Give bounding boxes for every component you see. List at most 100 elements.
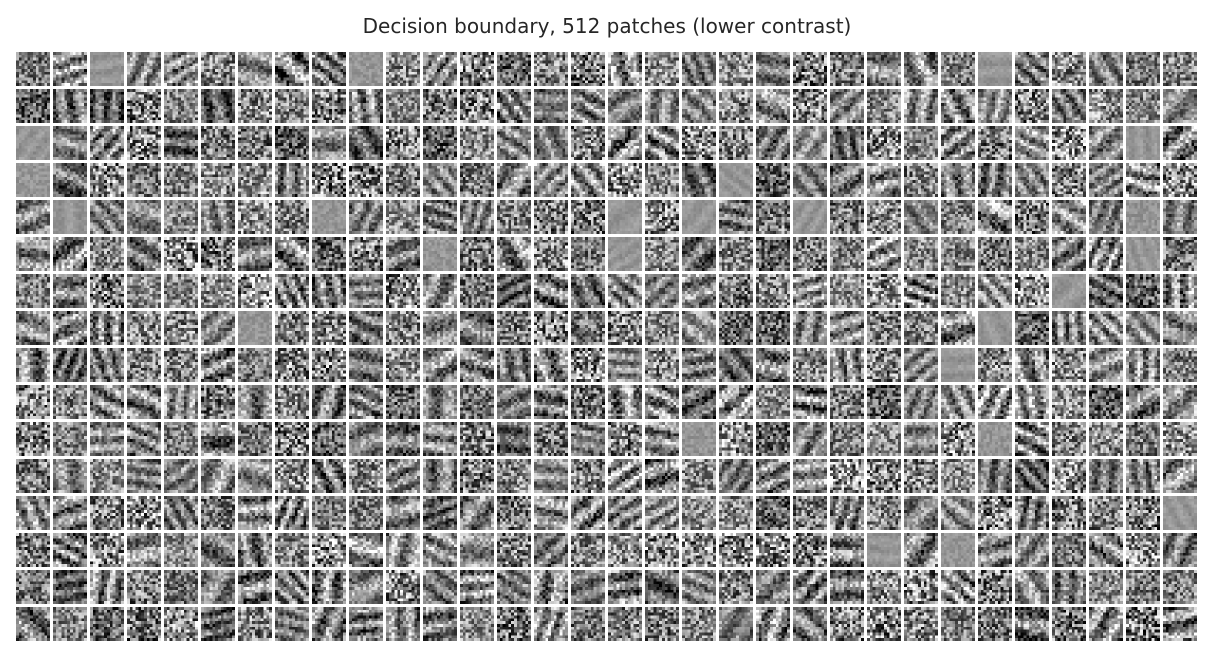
patch-image <box>497 274 531 308</box>
patch-image <box>867 126 901 160</box>
patch-image <box>16 459 50 493</box>
patch-image <box>645 422 679 456</box>
patch-image <box>1052 163 1086 197</box>
patch-image <box>460 200 494 234</box>
patch-image <box>1015 200 1049 234</box>
patch-image <box>978 385 1012 419</box>
patch-image <box>127 422 161 456</box>
patch-image <box>867 237 901 271</box>
patch-image <box>904 459 938 493</box>
patch-image <box>1089 496 1123 530</box>
patch-image <box>1163 422 1197 456</box>
patch-image <box>793 200 827 234</box>
patch-image <box>1126 200 1160 234</box>
patch-image <box>497 385 531 419</box>
patch-image <box>90 52 124 86</box>
patch-image <box>497 533 531 567</box>
patch-image <box>164 126 198 160</box>
patch-image <box>830 163 864 197</box>
patch-image <box>978 52 1012 86</box>
patch-image <box>497 89 531 123</box>
patch-image <box>1089 52 1123 86</box>
patch-image <box>978 496 1012 530</box>
patch-image <box>201 570 235 604</box>
patch-image <box>460 607 494 641</box>
patch-image <box>1163 385 1197 419</box>
patch-image <box>830 311 864 345</box>
patch-image <box>423 126 457 160</box>
patch-image <box>90 274 124 308</box>
patch-image <box>1052 52 1086 86</box>
patch-image <box>793 237 827 271</box>
patch-image <box>1089 89 1123 123</box>
patch-image <box>534 570 568 604</box>
patch-image <box>275 607 309 641</box>
patch-image <box>1126 163 1160 197</box>
patch-image <box>201 274 235 308</box>
patch-image <box>793 496 827 530</box>
patch-image <box>867 422 901 456</box>
patch-image <box>904 200 938 234</box>
patch-image <box>460 533 494 567</box>
patch-image <box>1163 311 1197 345</box>
patch-image <box>16 311 50 345</box>
patch-image <box>127 496 161 530</box>
patch-image <box>312 385 346 419</box>
patch-image <box>238 459 272 493</box>
patch-image <box>793 348 827 382</box>
patch-image <box>312 89 346 123</box>
patch-image <box>275 89 309 123</box>
patch-image <box>941 570 975 604</box>
patch-image <box>16 163 50 197</box>
patch-image <box>312 52 346 86</box>
patch-image <box>719 126 753 160</box>
patch-image <box>238 311 272 345</box>
patch-image <box>53 52 87 86</box>
patch-image <box>793 163 827 197</box>
patch-image <box>127 570 161 604</box>
patch-image <box>386 422 420 456</box>
patch-image <box>756 422 790 456</box>
patch-image <box>423 385 457 419</box>
patch-image <box>830 237 864 271</box>
patch-image <box>793 570 827 604</box>
patch-image <box>16 200 50 234</box>
patch-image <box>1089 348 1123 382</box>
patch-image <box>608 496 642 530</box>
patch-image <box>423 607 457 641</box>
patch-image <box>423 200 457 234</box>
patch-image <box>756 237 790 271</box>
patch-image <box>497 237 531 271</box>
patch-image <box>127 533 161 567</box>
patch-image <box>719 570 753 604</box>
patch-image <box>386 607 420 641</box>
patch-image <box>682 533 716 567</box>
patch-image <box>978 163 1012 197</box>
patch-image <box>682 459 716 493</box>
patch-image <box>867 570 901 604</box>
patch-image <box>830 274 864 308</box>
patch-image <box>201 385 235 419</box>
patch-image <box>1163 607 1197 641</box>
patch-image <box>460 422 494 456</box>
patch-image <box>682 570 716 604</box>
patch-image <box>867 385 901 419</box>
patch-image <box>904 126 938 160</box>
patch-image <box>312 570 346 604</box>
patch-image <box>164 311 198 345</box>
patch-image <box>682 237 716 271</box>
patch-image <box>90 533 124 567</box>
patch-image <box>830 126 864 160</box>
patch-image <box>645 89 679 123</box>
patch-image <box>1089 274 1123 308</box>
patch-image <box>90 89 124 123</box>
patch-image <box>1126 237 1160 271</box>
patch-image <box>497 52 531 86</box>
patch-image <box>201 422 235 456</box>
patch-image <box>534 274 568 308</box>
patch-image <box>1015 274 1049 308</box>
patch-image <box>238 200 272 234</box>
patch-image <box>53 237 87 271</box>
patch-image <box>423 237 457 271</box>
patch-image <box>941 52 975 86</box>
